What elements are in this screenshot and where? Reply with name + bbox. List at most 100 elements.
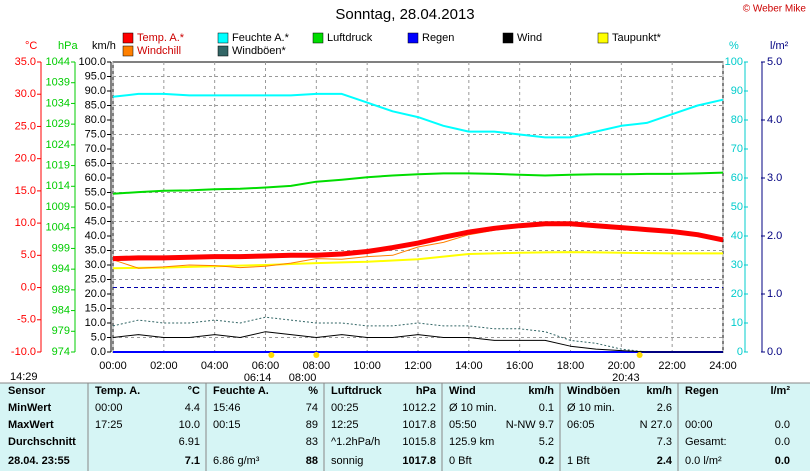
table-cell: 0.0 (775, 419, 790, 431)
x-tick-label: 10:00 (353, 360, 381, 372)
legend-swatch (502, 32, 514, 44)
series-line (112, 92, 724, 139)
x-tick-label: 14:00 (455, 360, 483, 372)
legend-swatch (597, 32, 609, 44)
y-tick-label: 40.0 (85, 230, 106, 242)
y-tick-label: 90 (731, 85, 743, 97)
y-tick-label: 30 (731, 259, 743, 271)
y-tick-label: 5.0 (21, 249, 36, 261)
series-line (112, 221, 724, 262)
y-tick-label: 0.0 (91, 346, 106, 358)
y-tick-label: 30.0 (85, 259, 106, 271)
y-tick-label: 979 (52, 325, 70, 337)
table-cell: 0.0 l/m² (685, 455, 722, 467)
legend-label: Feuchte A.* (232, 32, 290, 44)
legend-label: Windchill (137, 45, 181, 57)
y-tick-label: 100 (725, 56, 743, 68)
table-cell: 5.2 (539, 436, 554, 448)
legend-label: Temp. A.* (137, 32, 185, 44)
y-tick-label: 10.0 (15, 217, 36, 229)
y-tick-label: 95.0 (85, 70, 106, 82)
y-tick-label: 1039 (46, 77, 70, 89)
y-tick-label: 85.0 (85, 99, 106, 111)
table-cell: 0.0 (775, 455, 790, 467)
table-cell: 7.3 (657, 436, 672, 448)
table-cell: °C (188, 385, 200, 397)
table-cell: 00:15 (213, 419, 241, 431)
y-tick-label: 40 (731, 230, 743, 242)
legend-label: Wind (517, 32, 542, 44)
y-tick-label: 10 (731, 317, 743, 329)
y-tick-label: -10.0 (11, 346, 36, 358)
legend-swatch (122, 45, 134, 57)
series-line (112, 331, 723, 353)
y-tick-label: 30.0 (15, 88, 36, 100)
table-cell: 28.04. 23:55 (8, 455, 70, 467)
x-tick-label: 04:00 (201, 360, 229, 372)
y-tick-label: 5.0 (91, 331, 106, 343)
y-tick-label: 70 (731, 143, 743, 155)
table-cell: sonnig (331, 455, 363, 467)
table-cell: km/h (646, 385, 672, 397)
y-tick-label: 1019 (46, 159, 70, 171)
legend-label: Taupunkt* (612, 32, 662, 44)
credit: © Weber Mike (743, 4, 807, 15)
table-cell: 1017.8 (402, 419, 436, 431)
table-cell: N-NW 9.7 (506, 419, 554, 431)
y-tick-label: 70.0 (85, 143, 106, 155)
series-line (112, 171, 724, 195)
y-tick-label: 0.0 (767, 346, 782, 358)
y-tick-label: 80.0 (85, 114, 106, 126)
series-line (112, 316, 723, 353)
legend-swatch (217, 45, 229, 57)
x-tick-label: 08:00 (303, 360, 331, 372)
table-cell: 10.0 (179, 419, 200, 431)
table-cell: Windböen (567, 385, 620, 397)
table-cell: 0.2 (539, 455, 554, 467)
y-tick-label: 20 (731, 288, 743, 300)
table-cell: N 27.0 (640, 419, 672, 431)
table-cell: 2.6 (657, 402, 672, 414)
x-tick-label: 24:00 (709, 360, 737, 372)
table-cell: 89 (306, 419, 318, 431)
y-tick-label: 35.0 (85, 244, 106, 256)
table-cell: 88 (306, 455, 318, 467)
y-tick-label: 60.0 (85, 172, 106, 184)
annotation: 14:29 (10, 371, 38, 383)
y-tick-label: 5.0 (767, 56, 782, 68)
legend-label: Windböen* (232, 45, 287, 57)
y-tick-label: 25.0 (85, 273, 106, 285)
y-tick-label: 4.0 (767, 114, 782, 126)
table-cell: 1017.8 (402, 455, 436, 467)
table-cell: Feuchte A. (213, 385, 269, 397)
y-tick-label: 989 (52, 284, 70, 296)
table-cell: 00:00 (685, 419, 713, 431)
x-tick-label: 12:00 (404, 360, 432, 372)
y-tick-label: 65.0 (85, 157, 106, 169)
x-tick-label: 02:00 (150, 360, 178, 372)
table-cell: ^1.2hPa/h (331, 436, 380, 448)
series-line (112, 251, 723, 270)
legend-label: Luftdruck (327, 32, 373, 44)
table-cell: 00:00 (95, 402, 123, 414)
y-tick-label: 90.0 (85, 85, 106, 97)
annotation-marker (313, 352, 320, 358)
y-tick-label: 45.0 (85, 215, 106, 227)
table-cell: 00:25 (331, 402, 359, 414)
y-tick-label: 994 (52, 263, 70, 275)
table-cell: 4.4 (185, 402, 200, 414)
legend-swatch (217, 32, 229, 44)
table-cell: 6.86 g/m³ (213, 455, 260, 467)
x-tick-label: 22:00 (658, 360, 686, 372)
table-cell: 125.9 km (449, 436, 494, 448)
axis-unit: l/m² (770, 40, 789, 52)
axis-unit: °C (25, 40, 37, 52)
annotation-marker (268, 352, 275, 358)
axis-unit: hPa (58, 40, 78, 52)
y-tick-label: 60 (731, 172, 743, 184)
y-tick-label: 10.0 (85, 317, 106, 329)
x-tick-label: 20:00 (608, 360, 636, 372)
table-cell: 1012.2 (402, 402, 436, 414)
y-tick-label: 1024 (46, 139, 70, 151)
y-tick-label: 35.0 (15, 56, 36, 68)
